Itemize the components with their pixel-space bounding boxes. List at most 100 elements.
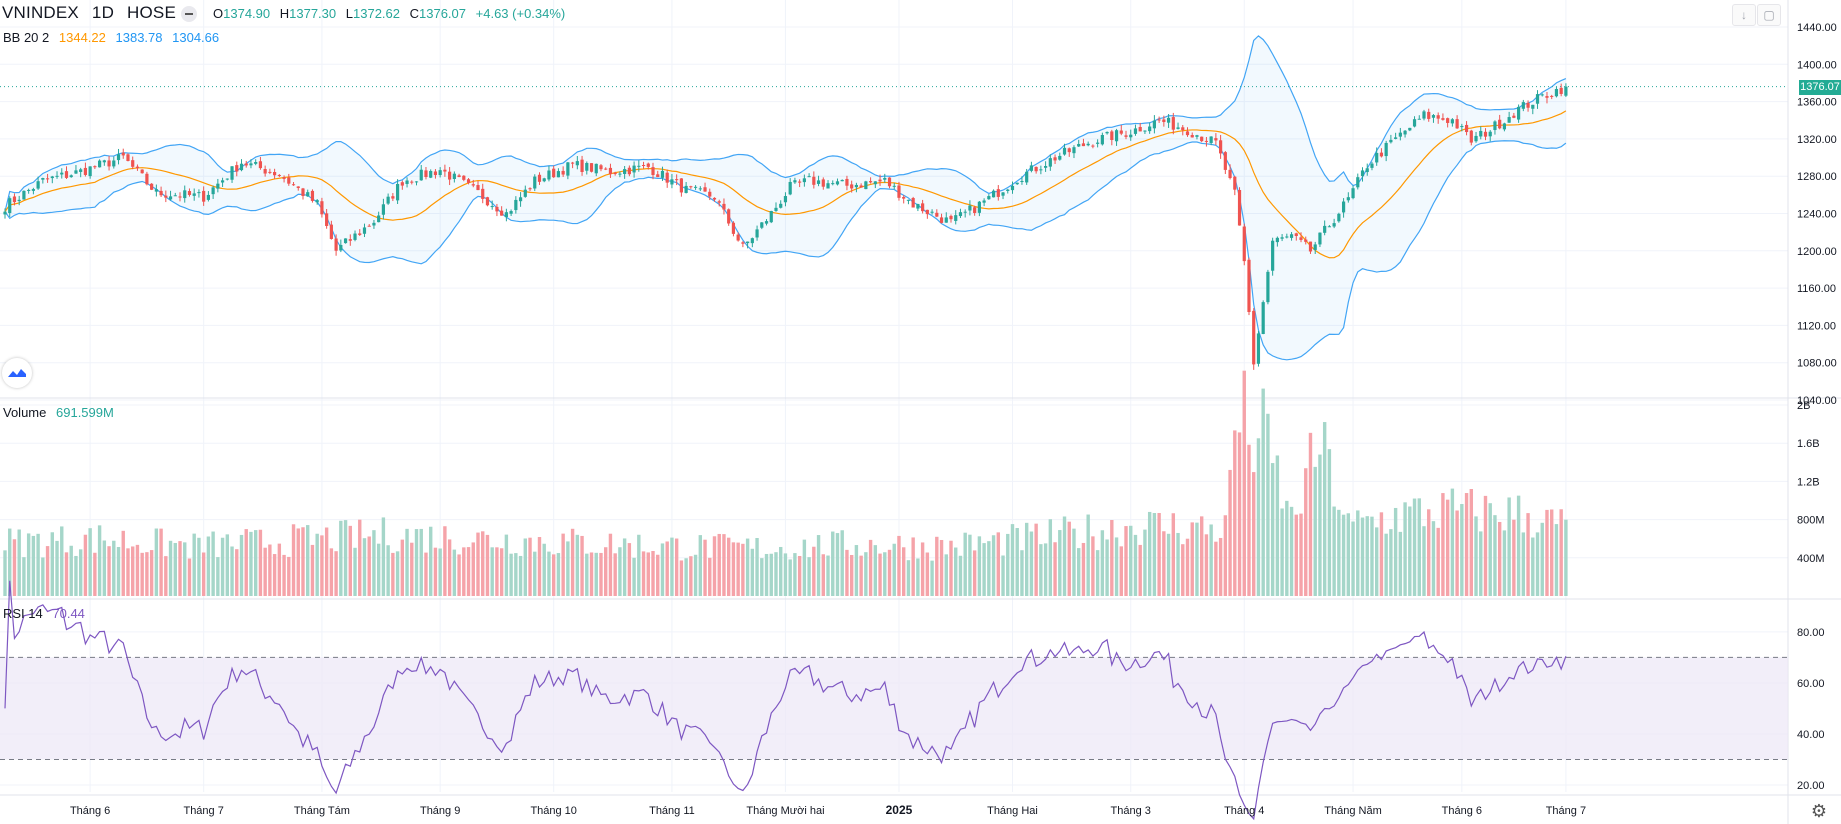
price-axis-label: 1200.00 — [1797, 246, 1837, 258]
candle — [991, 189, 996, 198]
download-icon[interactable]: ↓ — [1732, 4, 1756, 26]
volume-bar — [206, 536, 211, 596]
candle-body — [1318, 232, 1322, 245]
candle — [1242, 223, 1246, 266]
volume-bar — [854, 545, 859, 596]
candle — [902, 195, 906, 204]
time-axis-label: 2025 — [886, 803, 913, 817]
candle — [571, 161, 575, 169]
candle — [3, 208, 7, 219]
low-value: 1372.62 — [353, 6, 400, 21]
volume-bar — [779, 546, 783, 596]
volume-bar — [1105, 539, 1109, 596]
candle — [1077, 139, 1081, 148]
volume-bar — [731, 542, 736, 596]
volume-bar — [1124, 526, 1128, 596]
candle-body — [1001, 192, 1005, 196]
candle-body — [225, 178, 229, 180]
candle — [1493, 120, 1497, 135]
candle-body — [1152, 120, 1156, 129]
volume-bar — [1062, 516, 1067, 596]
candle — [1029, 161, 1034, 173]
volume-bar — [807, 557, 811, 596]
volume-bar — [438, 548, 442, 596]
volume-bar — [1095, 550, 1100, 596]
candle — [121, 148, 125, 159]
candle-body — [958, 212, 963, 217]
candle — [339, 239, 343, 253]
candle-body — [3, 211, 7, 215]
volume-bar — [514, 553, 518, 596]
volume-bar — [1157, 512, 1161, 596]
volume-bar — [1488, 503, 1492, 596]
candle-body — [977, 201, 981, 213]
candle-body — [821, 179, 825, 187]
volume-bar — [594, 552, 598, 596]
volume-bar — [381, 517, 386, 596]
candle-body — [329, 224, 333, 239]
candle — [798, 179, 802, 188]
candle-body — [887, 177, 892, 187]
volume-bar — [528, 537, 532, 596]
minus-icon[interactable] — [181, 6, 197, 22]
price-axis-label: 1440.00 — [1797, 22, 1837, 34]
candle — [353, 230, 357, 242]
candle-body — [1162, 119, 1166, 123]
candle — [135, 164, 140, 171]
candle-body — [1271, 240, 1275, 271]
candle-body — [239, 163, 244, 171]
volume-bar — [802, 539, 807, 596]
candle-body — [395, 183, 400, 201]
candle-body — [466, 179, 471, 183]
volume-bar — [173, 542, 177, 596]
candle — [367, 224, 371, 227]
volume-bar — [968, 534, 972, 596]
volume-bar — [263, 547, 267, 596]
volume-bar — [8, 528, 12, 596]
candle-body — [1488, 131, 1492, 137]
volume-bar — [154, 528, 159, 596]
volume-bar — [131, 546, 135, 596]
candle — [589, 163, 594, 173]
volume-bar — [703, 539, 707, 596]
candle — [1408, 127, 1412, 132]
candle — [1403, 130, 1407, 138]
candle — [1299, 232, 1303, 243]
volume-bar — [1176, 532, 1180, 596]
candle — [604, 167, 608, 171]
volume-bar — [1304, 468, 1308, 596]
candle-body — [788, 181, 792, 195]
volume-bar — [1252, 472, 1256, 596]
volume-bar — [1337, 509, 1341, 596]
candle — [457, 173, 461, 178]
volume-bar — [1360, 517, 1365, 596]
gear-icon[interactable]: ⚙ — [1810, 801, 1828, 821]
fullscreen-icon[interactable]: ▢ — [1757, 4, 1781, 26]
candle — [258, 156, 263, 170]
candle — [112, 156, 116, 169]
candle-body — [897, 185, 901, 198]
candle-body — [722, 203, 726, 210]
candle — [1289, 232, 1294, 241]
candle — [45, 173, 50, 183]
candle — [211, 185, 215, 199]
candle-body — [698, 188, 702, 190]
candle-body — [358, 233, 362, 235]
candle-body — [684, 185, 688, 193]
candle-body — [944, 217, 948, 223]
volume-bar — [310, 544, 315, 596]
open-value: 1374.90 — [223, 6, 271, 21]
tradingview-logo-icon[interactable] — [2, 358, 32, 388]
candle — [1488, 130, 1492, 142]
volume-bar — [1441, 493, 1445, 596]
candle-body — [173, 195, 177, 197]
volume-bar — [466, 547, 471, 596]
candle — [268, 168, 272, 175]
candle-body — [679, 178, 683, 193]
candle-body — [779, 203, 783, 208]
candle — [235, 161, 239, 177]
candle — [126, 153, 130, 162]
candle — [98, 159, 102, 168]
time-axis-label: Tháng 7 — [183, 805, 223, 817]
